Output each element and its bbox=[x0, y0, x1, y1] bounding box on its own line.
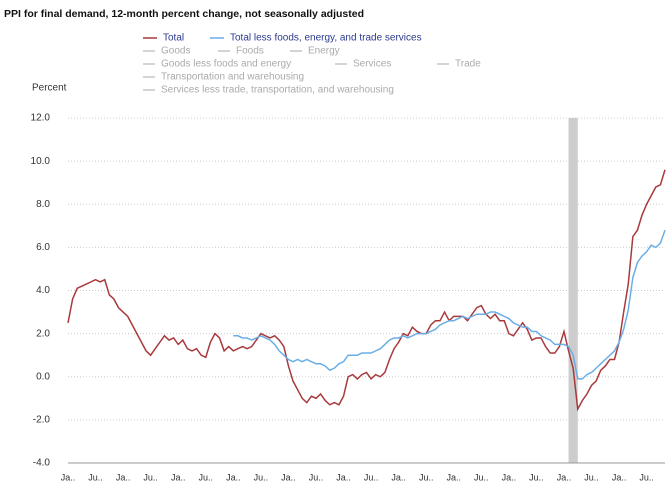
legend-label-inactive: Services less trade, transportation, and… bbox=[161, 85, 394, 96]
legend-label-inactive: Goods less foods and energy bbox=[161, 59, 291, 70]
x-tick-label: Ju.. bbox=[529, 472, 544, 482]
x-tick-label: Ja.. bbox=[171, 472, 186, 482]
x-tick-label: Ja.. bbox=[557, 472, 572, 482]
x-tick-label: Ju.. bbox=[88, 472, 103, 482]
recession-shading bbox=[568, 118, 578, 463]
x-tick-label: Ja.. bbox=[226, 472, 241, 482]
y-tick-label: 8.0 bbox=[36, 199, 50, 210]
x-tick-label: Ja.. bbox=[391, 472, 406, 482]
x-tick-label: Ja.. bbox=[116, 472, 131, 482]
legend-label-inactive: Transportation and warehousing bbox=[161, 72, 304, 83]
series-line bbox=[233, 229, 666, 380]
x-tick-label: Ju.. bbox=[364, 472, 379, 482]
y-tick-label: 4.0 bbox=[36, 285, 50, 296]
x-tick-label: Ju.. bbox=[254, 472, 269, 482]
x-tick-label: Ja.. bbox=[281, 472, 296, 482]
x-tick-label: Ju.. bbox=[419, 472, 434, 482]
legend-label-inactive: Energy bbox=[308, 46, 340, 57]
legend-label: Total less foods, energy, and trade serv… bbox=[230, 33, 422, 44]
legend-label-inactive: Foods bbox=[236, 46, 264, 57]
legend-label-inactive: Trade bbox=[455, 59, 481, 70]
chart-title: PPI for final demand, 12-month percent c… bbox=[4, 8, 364, 20]
x-tick-label: Ju.. bbox=[474, 472, 489, 482]
x-tick-label: Ju.. bbox=[199, 472, 214, 482]
x-tick-label: Ju.. bbox=[639, 472, 654, 482]
x-tick-label: Ja.. bbox=[336, 472, 351, 482]
legend-label-inactive: Goods bbox=[161, 46, 190, 57]
y-tick-label: 10.0 bbox=[31, 156, 51, 167]
y-tick-label: 12.0 bbox=[31, 113, 51, 124]
legend-label-inactive: Services bbox=[353, 59, 391, 70]
x-tick-label: Ja.. bbox=[446, 472, 461, 482]
x-tick-label: Ju.. bbox=[143, 472, 158, 482]
x-tick-label: Ju.. bbox=[584, 472, 599, 482]
x-tick-label: Ja.. bbox=[502, 472, 517, 482]
y-tick-label: 0.0 bbox=[36, 371, 50, 382]
y-tick-label: -4.0 bbox=[33, 458, 51, 469]
x-tick-label: Ja.. bbox=[612, 472, 627, 482]
x-tick-label: Ja.. bbox=[61, 472, 76, 482]
y-axis-label: Percent bbox=[32, 83, 67, 94]
series-line bbox=[67, 169, 666, 412]
x-tick-label: Ju.. bbox=[309, 472, 324, 482]
y-tick-label: -2.0 bbox=[33, 415, 51, 426]
y-tick-label: 6.0 bbox=[36, 242, 50, 253]
legend-label: Total bbox=[163, 33, 184, 44]
y-tick-label: 2.0 bbox=[36, 328, 50, 339]
